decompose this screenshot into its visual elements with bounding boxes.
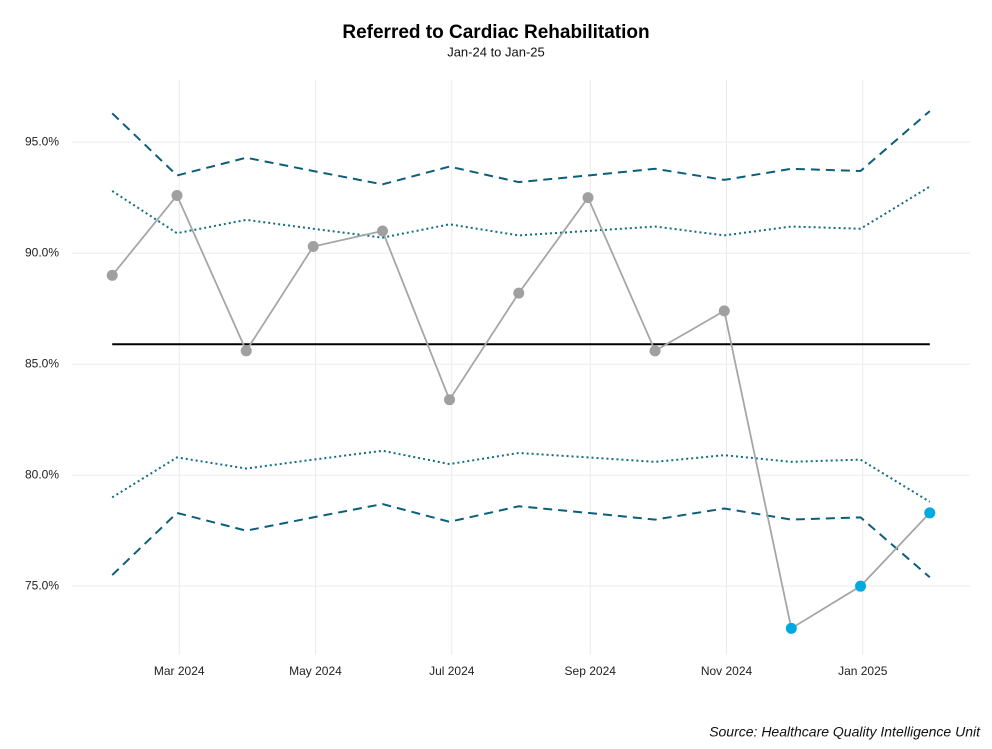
x-tick-label: Jul 2024 (429, 664, 475, 678)
data-point (649, 345, 661, 357)
x-tick-label: Sep 2024 (565, 664, 617, 678)
chart-subtitle: Jan-24 to Jan-25 (447, 44, 545, 59)
data-point (582, 192, 594, 204)
y-tick-label: 75.0% (25, 578, 59, 592)
x-tick-label: Mar 2024 (154, 664, 205, 678)
x-tick-label: May 2024 (289, 664, 342, 678)
source-note: Source: Healthcare Quality Intelligence … (709, 724, 981, 740)
chart-title: Referred to Cardiac Rehabilitation (342, 22, 649, 43)
series-line (111, 449, 931, 503)
data-point (855, 580, 867, 592)
series-line (111, 185, 931, 239)
y-tick-label: 95.0% (25, 134, 59, 148)
data-point (377, 225, 389, 237)
data-point (924, 507, 936, 519)
data-point (171, 189, 183, 201)
data-point (785, 622, 797, 634)
y-tick-label: 80.0% (25, 467, 59, 481)
series-line (111, 193, 931, 630)
series-line (111, 503, 931, 579)
data-point (106, 269, 118, 281)
y-tick-label: 85.0% (25, 356, 59, 370)
x-tick-label: Jan 2025 (838, 664, 888, 678)
data-point (444, 394, 456, 406)
y-tick-label: 90.0% (25, 245, 59, 259)
data-point (513, 287, 525, 299)
data-point (718, 305, 730, 317)
x-tick-label: Nov 2024 (701, 664, 753, 678)
data-point (307, 241, 319, 253)
data-point (240, 345, 252, 357)
series-line (111, 110, 931, 186)
